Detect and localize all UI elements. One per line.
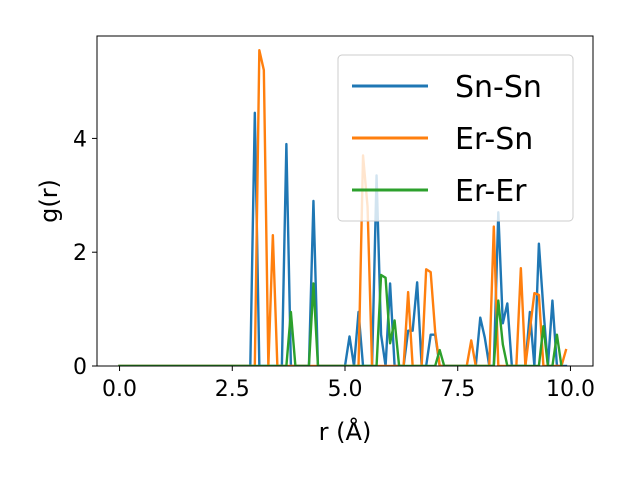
y-tick-label: 0 <box>73 355 87 380</box>
legend-box <box>337 54 574 222</box>
x-tick-label: 10.0 <box>546 377 595 402</box>
legend: Sn-Sn Er-Sn Er-Er <box>337 54 574 222</box>
x-tick-label: 2.5 <box>215 377 250 402</box>
series-layer <box>118 49 568 366</box>
x-tick-label: 0.0 <box>102 377 137 402</box>
legend-label-er-er: Er-Er <box>455 174 527 209</box>
y-tick-label: 4 <box>73 127 87 152</box>
x-axis: 0.0 2.5 5.0 7.5 10.0 <box>102 366 595 402</box>
series-line-er-sn <box>118 49 568 366</box>
x-tick-label: 5.0 <box>328 377 363 402</box>
y-axis: 0 2 4 <box>73 127 97 380</box>
x-tick-label: 7.5 <box>440 377 475 402</box>
legend-label-er-sn: Er-Sn <box>455 122 533 157</box>
legend-label-sn-sn: Sn-Sn <box>455 70 542 105</box>
x-axis-label: r (Å) <box>319 417 372 446</box>
y-tick-label: 2 <box>73 241 87 266</box>
y-axis-label: g(r) <box>35 179 63 223</box>
